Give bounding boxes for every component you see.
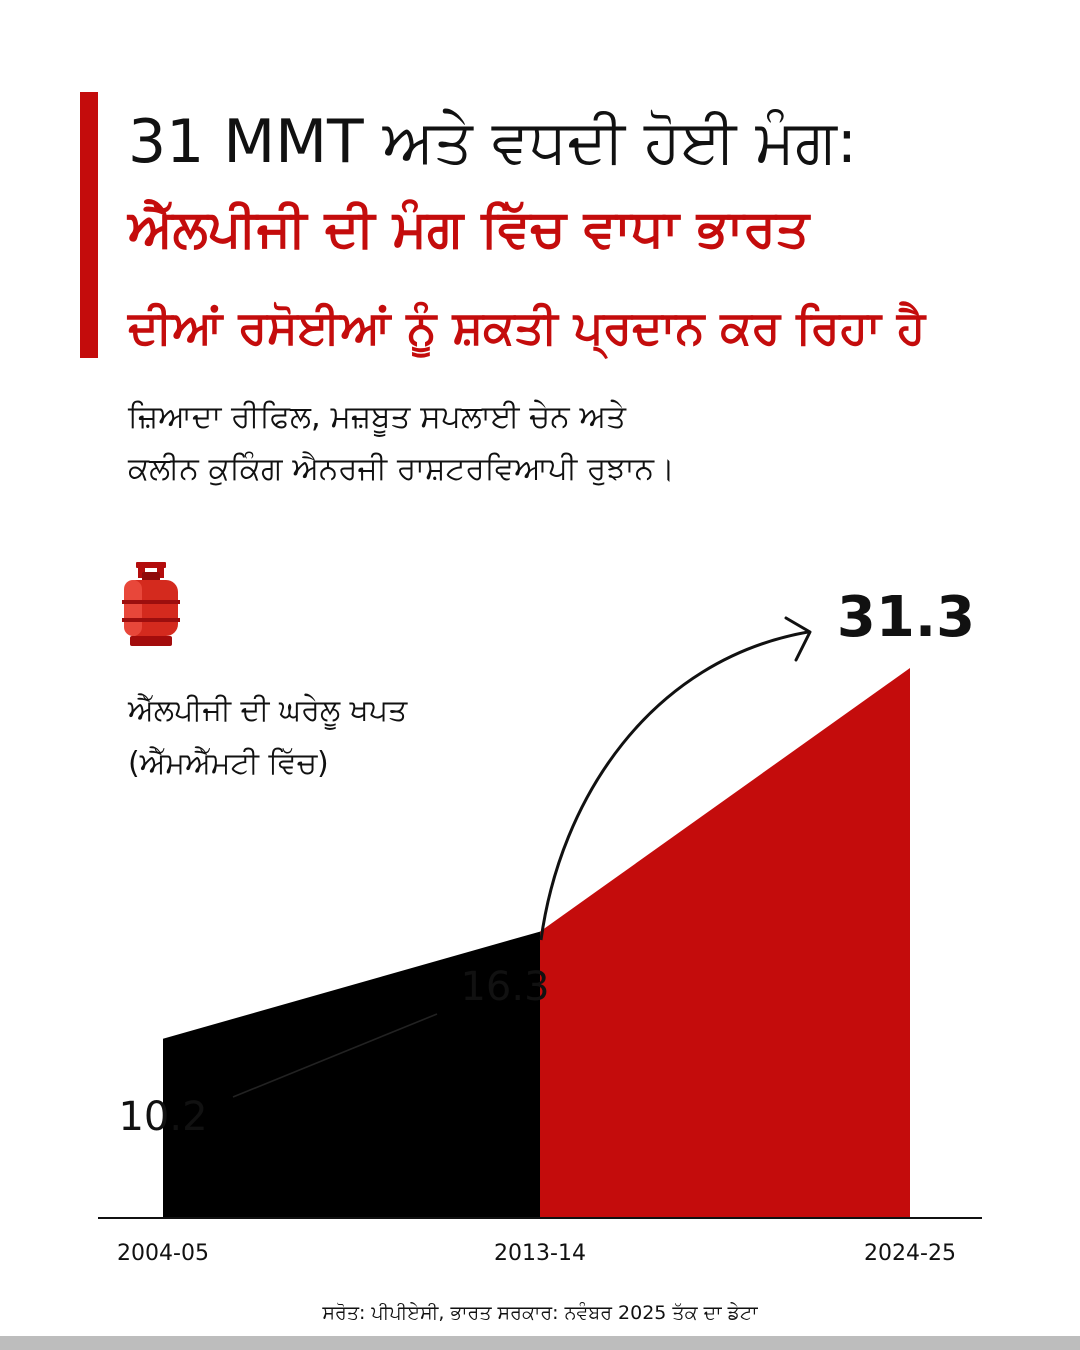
page-title-line-2: ਐੱਲਪੀਜੀ ਦੀ ਮੰਗ ਵਿੱਚ ਵਾਧਾ ਭਾਰਤ — [128, 199, 810, 259]
page-title-line-3: ਦੀਆਂ ਰਸੋਈਆਂ ਨੂੰ ਸ਼ਕਤੀ ਪ੍ਰਦਾਨ ਕਰ ਰਿਹਾ ਹੈ — [128, 300, 926, 354]
bottom-strip — [0, 1336, 1080, 1350]
y-axis-label-line-2: (ਐੱਮਐੱਮਟੀ ਵਿੱਚ) — [128, 746, 329, 781]
area-segment-2014-2025 — [540, 668, 910, 1218]
y-axis-label-line-1: ਐੱਲਪੀਜੀ ਦੀ ਘਰੇਲੂ ਖਪਤ — [128, 693, 408, 728]
subtitle-line-1: ਜ਼ਿਆਦਾ ਰੀਫਿਲ, ਮਜ਼ਬੂਤ ਸਪਲਾਈ ਚੇਨ ਅਤੇ — [128, 399, 626, 435]
x-tick-label-2004-05: 2004-05 — [117, 1241, 209, 1266]
page-title-line-1: 31 MMT ਅਤੇ ਵਧਦੀ ਹੋਈ ਮੰਗ: — [128, 107, 858, 177]
growth-arrow — [539, 630, 809, 941]
area-segment-2004-2014 — [163, 931, 540, 1218]
subtitle-line-2: ਕਲੀਨ ਕੁਕਿੰਗ ਐਨਰਜੀ ਰਾਸ਼ਟਰਵਿਆਪੀ ਰੁਝਾਨ। — [128, 451, 675, 487]
source-note: ਸਰੋਤ: ਪੀਪੀਏਸੀ, ਭਾਰਤ ਸਰਕਾਰ: ਨਵੰਬਰ 2025 ਤੱ… — [322, 1302, 758, 1324]
connector-line — [232, 1013, 438, 1098]
value-label-2013-14: 16.3 — [460, 964, 549, 1010]
value-label-2024-25: 31.3 — [837, 585, 975, 650]
title-accent-bar — [80, 92, 98, 358]
lpg-cylinder-icon — [122, 562, 180, 646]
x-tick-label-2024-25: 2024-25 — [864, 1241, 956, 1266]
growth-arrow-head — [784, 616, 812, 662]
x-tick-label-2013-14: 2013-14 — [494, 1241, 586, 1266]
value-label-2004-05: 10.2 — [118, 1094, 207, 1140]
